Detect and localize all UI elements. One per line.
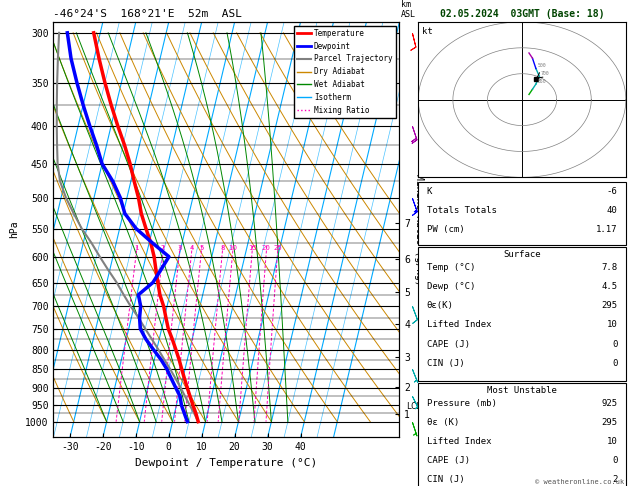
Text: CAPE (J): CAPE (J) [426,456,470,465]
Bar [418,182,626,245]
Text: 10: 10 [607,320,618,330]
Text: CIN (J): CIN (J) [426,475,464,485]
Text: 15: 15 [248,245,257,251]
Text: 1.17: 1.17 [596,225,618,234]
X-axis label: Dewpoint / Temperature (°C): Dewpoint / Temperature (°C) [135,458,318,468]
Text: CIN (J): CIN (J) [426,359,464,368]
Text: 925: 925 [601,399,618,408]
Text: θε (K): θε (K) [426,418,459,427]
Text: 10: 10 [607,437,618,446]
Bar [418,247,626,382]
Text: -6: -6 [607,187,618,196]
Text: K: K [426,187,432,196]
Text: 0: 0 [612,340,618,348]
Text: 295: 295 [601,418,618,427]
Text: 700: 700 [541,71,550,76]
Text: 40: 40 [607,206,618,215]
Text: PW (cm): PW (cm) [426,225,464,234]
Text: Lifted Index: Lifted Index [426,437,491,446]
Text: 8: 8 [220,245,225,251]
Y-axis label: hPa: hPa [9,221,19,239]
Text: Lifted Index: Lifted Index [426,320,491,330]
Text: 2: 2 [612,475,618,485]
Text: -46°24'S  168°21'E  52m  ASL: -46°24'S 168°21'E 52m ASL [53,9,242,19]
Text: 0: 0 [612,359,618,368]
Text: 500: 500 [538,63,546,68]
Text: 10: 10 [228,245,237,251]
Text: 5: 5 [199,245,204,251]
Text: © weatheronline.co.uk: © weatheronline.co.uk [535,479,625,485]
Text: 02.05.2024  03GMT (Base: 18): 02.05.2024 03GMT (Base: 18) [440,9,604,19]
Text: Dewp (°C): Dewp (°C) [426,282,475,291]
Text: 295: 295 [601,301,618,311]
Text: Surface: Surface [503,250,541,259]
Text: θε(K): θε(K) [426,301,454,311]
Text: 0: 0 [612,456,618,465]
Text: LCL: LCL [406,402,421,411]
Text: 1: 1 [134,245,139,251]
Text: Temp (°C): Temp (°C) [426,263,475,272]
Text: 4: 4 [189,245,194,251]
Text: 3: 3 [177,245,182,251]
Text: km
ASL: km ASL [401,0,416,19]
Text: 4.5: 4.5 [601,282,618,291]
Text: CAPE (J): CAPE (J) [426,340,470,348]
Text: 850: 850 [538,79,546,84]
Bar [418,383,626,486]
Text: kt: kt [423,27,433,35]
Legend: Temperature, Dewpoint, Parcel Trajectory, Dry Adiabat, Wet Adiabat, Isotherm, Mi: Temperature, Dewpoint, Parcel Trajectory… [294,26,396,118]
Text: 25: 25 [273,245,282,251]
Text: 7.8: 7.8 [601,263,618,272]
Text: 2: 2 [161,245,165,251]
Text: Most Unstable: Most Unstable [487,386,557,395]
Text: 20: 20 [262,245,271,251]
Text: Pressure (mb): Pressure (mb) [426,399,496,408]
Y-axis label: Mixing Ratio (g/kg): Mixing Ratio (g/kg) [414,174,424,285]
Text: Totals Totals: Totals Totals [426,206,496,215]
